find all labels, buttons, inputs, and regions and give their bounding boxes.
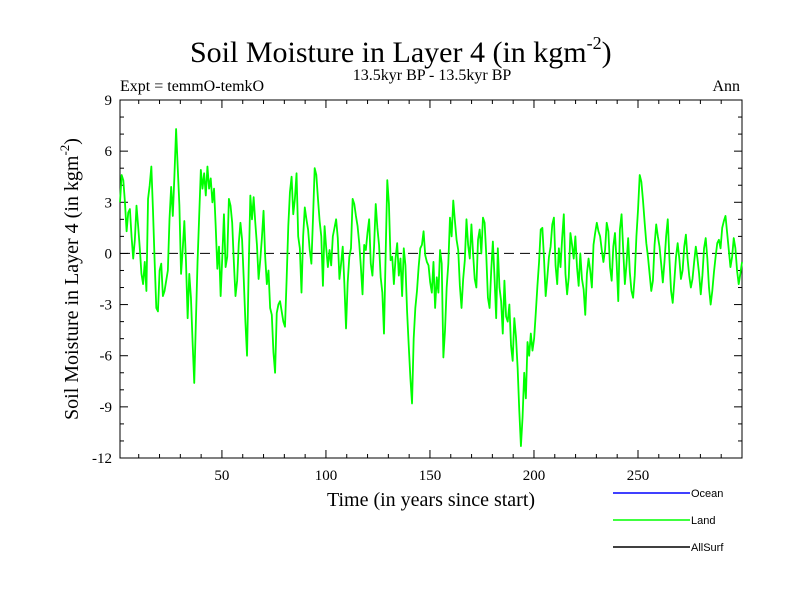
y-tick-label: -3 [100,298,113,314]
legend-label-ocean: Ocean [691,488,723,500]
expt-label: Expt = temmO-temkO [120,78,264,95]
chart-title: Soil Moisture in Layer 4 (in kgm-2) [190,33,612,69]
y-tick-label: -9 [100,400,113,416]
y-tick-label: -12 [92,451,112,467]
legend-label-land: Land [691,515,715,527]
y-tick-label: 0 [105,246,113,262]
x-tick-label: 50 [214,468,229,484]
legend: Ocean Land AllSurf [613,488,724,554]
x-tick-label: 100 [315,468,338,484]
x-tick-label: 150 [419,468,442,484]
y-tick-label: -6 [100,349,113,365]
y-tick-label: 6 [105,144,113,160]
x-tick-label: 200 [523,468,546,484]
x-tick-label: 250 [627,468,650,484]
legend-label-allsurf: AllSurf [691,542,724,554]
series-line-land [119,128,743,447]
season-label: Ann [712,78,740,95]
plot-frame [119,99,743,459]
x-axis-label: Time (in years since start) [327,489,535,511]
period-label: 13.5kyr BP - 13.5kyr BP [353,67,512,84]
axis-tick-labels: -12 -9 -6 -3 0 3 6 9 50 100 150 200 250 [92,93,649,484]
y-tick-label: 9 [105,93,113,109]
axis-ticks [120,99,742,459]
y-tick-label: 3 [105,195,113,211]
y-axis-label: Soil Moisture in Layer 4 (in kgm-2) [57,138,83,420]
